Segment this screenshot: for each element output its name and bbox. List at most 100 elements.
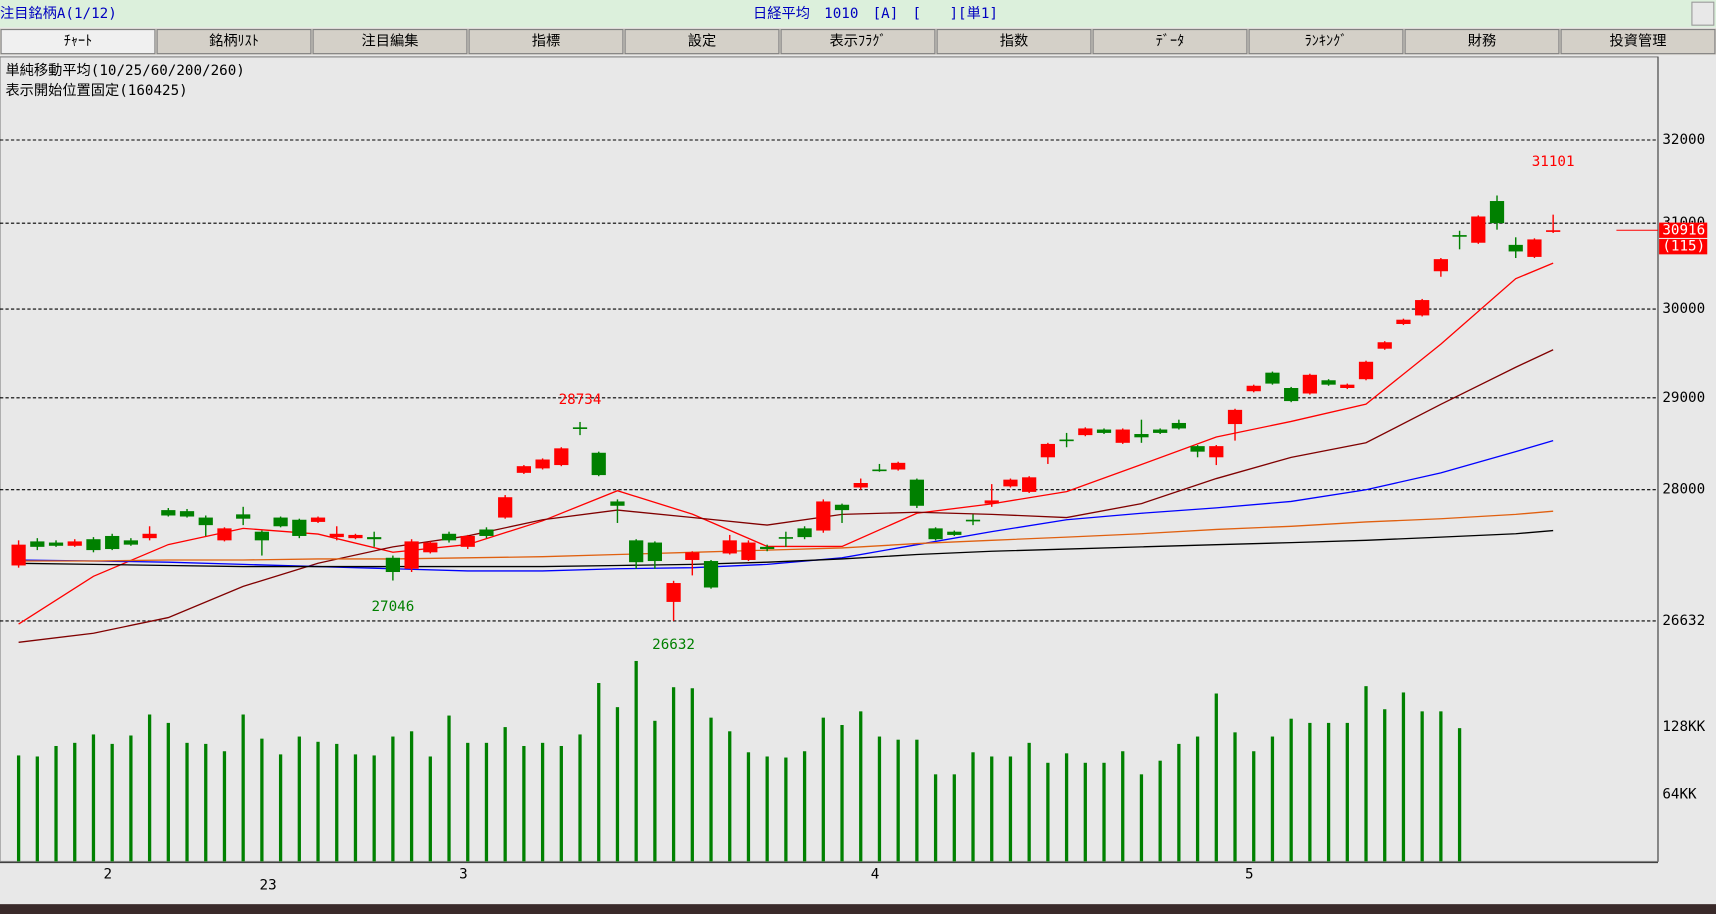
tab[interactable] — [624, 29, 780, 55]
candle-body — [1433, 259, 1448, 272]
candle-body — [161, 510, 176, 516]
volume-bar — [578, 734, 582, 862]
volume-bar — [147, 714, 152, 862]
volume-bar — [278, 754, 283, 862]
candle-body — [1115, 429, 1130, 443]
candle-body — [1546, 230, 1561, 232]
candle-body — [1153, 429, 1168, 433]
volume-tick-label: 64KK — [1662, 786, 1697, 802]
tab-label[interactable]: 財務 — [1468, 33, 1496, 50]
candle-body — [1358, 361, 1374, 380]
tab[interactable] — [468, 29, 624, 55]
volume-bar — [784, 757, 788, 862]
tab[interactable] — [156, 29, 312, 55]
candle-body — [1022, 477, 1037, 492]
volume-bar — [1308, 722, 1312, 862]
year-label: 23 — [260, 878, 277, 894]
candle-body — [404, 541, 419, 569]
volume-bar — [1270, 736, 1275, 862]
candle-body — [460, 535, 475, 547]
tab-label[interactable]: ﾗﾝｷﾝｸﾞ — [1305, 33, 1348, 50]
tab[interactable] — [780, 29, 936, 55]
price-tag-label: 30916 — [1662, 222, 1705, 238]
y-tick-label: 26632 — [1662, 613, 1705, 629]
candle-body — [67, 541, 82, 546]
volume-bar — [466, 742, 470, 862]
volume-bar — [1008, 756, 1013, 862]
volume-bar — [1252, 751, 1256, 862]
tab-label[interactable]: 銘柄ﾘｽﾄ — [209, 33, 259, 50]
tab-label[interactable]: 注目編集 — [362, 33, 419, 50]
candle-body — [1096, 429, 1112, 433]
candle-body — [591, 452, 606, 476]
candle-body — [610, 501, 625, 506]
candle-body — [891, 462, 906, 470]
x-tick-label: 3 — [459, 867, 468, 883]
candle-body — [1527, 239, 1542, 257]
volume-bar — [1439, 711, 1443, 862]
candle-body — [1003, 479, 1018, 487]
volume-bar — [391, 736, 395, 862]
tab-label[interactable]: 指標 — [532, 33, 560, 50]
candle-body — [760, 546, 775, 550]
candle-body — [217, 528, 232, 541]
tab[interactable] — [312, 29, 468, 55]
volume-bar — [35, 756, 39, 862]
tab-label[interactable]: 設定 — [688, 33, 716, 50]
candle-body — [797, 528, 812, 538]
volume-bar — [372, 755, 376, 862]
volume-bar — [1177, 743, 1181, 862]
candle-body — [142, 533, 157, 539]
tab[interactable] — [1404, 29, 1560, 55]
tab[interactable] — [1248, 29, 1404, 55]
candle-body — [965, 519, 981, 522]
volume-bar — [335, 743, 339, 862]
volume-bar — [297, 736, 301, 862]
volume-bar — [204, 743, 208, 862]
volume-bar — [690, 688, 694, 862]
tab-label[interactable]: 表示ﾌﾗｸﾞ — [830, 33, 887, 50]
volume-bar — [222, 751, 227, 862]
volume-bar — [447, 715, 451, 862]
volume-bar — [1064, 753, 1069, 862]
indicator-label: 単純移動平均(10/25/60/200/260) — [5, 62, 244, 79]
volume-bar — [1046, 762, 1050, 862]
candle-body — [1227, 409, 1243, 425]
candle-body — [292, 519, 307, 536]
candle-body — [1190, 446, 1205, 452]
candle-body — [1452, 235, 1467, 237]
tab-label[interactable]: ﾁｬｰﾄ — [64, 34, 92, 50]
tab[interactable] — [1092, 29, 1248, 55]
scroll-button[interactable] — [1691, 1, 1715, 26]
extreme-label: 27046 — [371, 599, 414, 615]
candle-body — [872, 469, 887, 472]
volume-bar — [185, 742, 189, 862]
volume-bar — [129, 735, 133, 862]
candle-body — [441, 533, 457, 541]
volume-bar — [877, 736, 882, 862]
candle-body — [554, 448, 569, 466]
moving-average — [18, 510, 1554, 562]
volume-bar — [428, 756, 432, 862]
tab[interactable] — [1560, 29, 1716, 55]
tab-label[interactable]: 指数 — [1000, 33, 1028, 50]
moving-average — [18, 529, 1554, 568]
candle-body — [310, 517, 326, 522]
candle-body — [498, 497, 513, 518]
volume-bar — [971, 752, 975, 862]
tab[interactable] — [936, 29, 1092, 55]
candle-body — [1489, 201, 1505, 224]
tab-label[interactable]: ﾃﾞｰﾀ — [1156, 33, 1184, 50]
volume-bar — [933, 774, 938, 862]
x-tick-label: 2 — [104, 867, 113, 883]
y-tick-label: 30000 — [1662, 301, 1705, 317]
tab[interactable] — [0, 29, 156, 55]
candle-body — [105, 535, 120, 550]
volume-bar — [728, 731, 732, 862]
tab-label[interactable]: 投資管理 — [1610, 33, 1667, 50]
candle-body — [1209, 446, 1224, 458]
volume-bar — [1289, 718, 1293, 862]
candle-body — [1246, 385, 1261, 392]
moving-average — [18, 262, 1554, 625]
candle-body — [741, 542, 756, 560]
